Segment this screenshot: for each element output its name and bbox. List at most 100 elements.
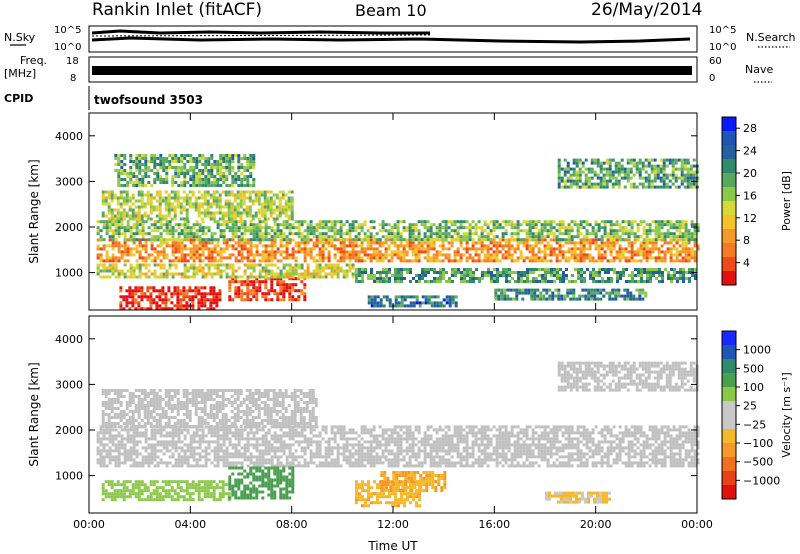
- x-tick-label-1: 04:00: [174, 518, 206, 531]
- nsearch-tick-high: 10^5: [709, 25, 736, 36]
- colorbar-tick-0: 4: [743, 257, 750, 270]
- velocity-regions: [96, 361, 700, 508]
- y-tick-label-3: 4000: [55, 333, 83, 346]
- colorbar-tick-5: 24: [743, 145, 757, 158]
- nsearch-tick-low: 10^0: [709, 42, 736, 53]
- cpid-strip: CPID twofsound 3503: [4, 86, 203, 110]
- y-axis-label: Slant Range [km]: [27, 362, 41, 466]
- colorbar-tick-1: 500: [743, 362, 764, 375]
- y-tick-label-1: 2000: [55, 221, 83, 234]
- data-region-7: [114, 154, 256, 187]
- nsearch-label: N.Search: [746, 31, 796, 44]
- x-tick-label-3: 12:00: [377, 518, 409, 531]
- y-tick-label-1: 2000: [55, 424, 83, 437]
- x-axis-label: Time UT: [367, 539, 418, 553]
- power-colorbar: 4 8 12 16 20 24 28 Power [dB]: [721, 116, 793, 286]
- nave-label: Nave: [745, 63, 773, 76]
- colorbar-swatch-5: [722, 401, 736, 415]
- y-tick-label-2: 3000: [55, 175, 83, 188]
- colorbar-swatch-4: [722, 387, 736, 401]
- colorbar-tick-7: −1000: [743, 474, 780, 487]
- nsky-strip: N.Sky 10^5 10^0 10^5 10^0 N.Search: [4, 25, 796, 53]
- colorbar-swatch-5: [722, 187, 736, 201]
- nsky-tick-high: 10^5: [54, 25, 81, 36]
- colorbar-label: Velocity [m s⁻¹]: [780, 372, 793, 457]
- colorbar-tick-4: −25: [743, 418, 766, 431]
- y-tick-label-2: 3000: [55, 378, 83, 391]
- data-region-0: [96, 425, 700, 468]
- colorbar-tick-3: 16: [743, 189, 757, 202]
- colorbar-tick-3: 25: [743, 400, 757, 413]
- nsky-tick-low: 10^0: [54, 42, 81, 53]
- data-region-1: [101, 389, 318, 428]
- colorbar-swatch-10: [722, 471, 736, 485]
- colorbar-swatch-8: [722, 229, 736, 243]
- colorbar-label: Power [dB]: [780, 171, 793, 231]
- nave-tick-low: 0: [709, 73, 715, 84]
- nsky-label: N.Sky: [4, 31, 36, 44]
- x-tick-label-2: 08:00: [276, 518, 308, 531]
- data-region-10: [494, 288, 648, 301]
- colorbar-swatch-1: [722, 131, 736, 145]
- colorbar-swatch-4: [722, 173, 736, 187]
- colorbar-swatch-9: [722, 457, 736, 471]
- colorbar-swatch-2: [722, 359, 736, 373]
- colorbar-tick-6: −500: [743, 456, 773, 469]
- data-region-6: [101, 190, 294, 221]
- power-panel: 1000 2000 3000 4000 Slant Range [km]: [27, 112, 700, 311]
- colorbar-tick-5: −100: [743, 437, 773, 450]
- nsky-trace: [91, 29, 691, 44]
- y-axis-label: Slant Range [km]: [27, 159, 41, 263]
- colorbar-tick-1: 8: [743, 234, 750, 247]
- power-axes: 1000 2000 3000 4000 Slant Range [km]: [27, 113, 698, 310]
- colorbar-swatch-11: [722, 271, 736, 285]
- x-tick-label-5: 20:00: [580, 518, 612, 531]
- data-region-4: [228, 466, 295, 500]
- power-regions: [96, 154, 700, 311]
- velocity-panel: 1000 2000 3000 4000 Slant Range [km] 00:00 04:…: [27, 315, 713, 531]
- colorbar-swatch-2: [722, 145, 736, 159]
- colorbar-swatch-3: [722, 159, 736, 173]
- data-region-1: [228, 277, 307, 302]
- data-region-7: [545, 491, 611, 504]
- cpid-value: twofsound 3503: [94, 93, 203, 107]
- colorbar-swatch-6: [722, 415, 736, 429]
- freq-unit: [MHz]: [4, 67, 36, 80]
- y-tick-label-0: 1000: [55, 470, 83, 483]
- colorbar-tick-2: 100: [743, 381, 764, 394]
- velocity-colorbar: 1000 500 100 25 −25 −100 −500 −1000 Velocity [m …: [721, 330, 793, 500]
- colorbar-swatch-10: [722, 257, 736, 271]
- x-tick-label-4: 16:00: [478, 518, 510, 531]
- colorbar-swatch-0: [722, 117, 736, 131]
- colorbar-swatch-1: [722, 345, 736, 359]
- x-tick-label-6: 00:00: [681, 518, 713, 531]
- freq-tick-high: 18: [66, 56, 79, 67]
- data-region-9: [367, 295, 458, 308]
- nave-tick-high: 60: [709, 56, 722, 67]
- data-region-5: [355, 268, 697, 283]
- data-region-2: [557, 361, 699, 392]
- station-title: Rankin Inlet (fitACF): [92, 0, 263, 20]
- y-tick-label-3: 4000: [55, 130, 83, 143]
- data-region-2: [96, 238, 700, 263]
- colorbar-swatch-7: [722, 215, 736, 229]
- date-title: 26/May/2014: [591, 0, 703, 20]
- data-region-3: [101, 480, 231, 502]
- data-region-4: [96, 263, 358, 279]
- velocity-axes: 1000 2000 3000 4000 Slant Range [km] 00:00 04:…: [27, 316, 713, 531]
- data-region-6: [380, 471, 447, 492]
- freq-strip: Freq. [MHz] 18 8 60 0 Nave: [4, 54, 773, 84]
- freq-label: Freq.: [20, 54, 47, 67]
- colorbar-tick-2: 12: [743, 212, 757, 225]
- colorbar-tick-6: 28: [743, 122, 757, 135]
- beam-title: Beam 10: [355, 1, 427, 20]
- colorbar-swatch-6: [722, 201, 736, 215]
- y-tick-label-0: 1000: [55, 267, 83, 280]
- colorbar-swatch-11: [722, 485, 736, 499]
- data-region-0: [119, 286, 222, 311]
- freq-tick-low: 8: [70, 73, 76, 84]
- colorbar-tick-0: 1000: [743, 344, 771, 357]
- x-tick-label-0: 00:00: [73, 518, 105, 531]
- data-region-8: [557, 158, 699, 189]
